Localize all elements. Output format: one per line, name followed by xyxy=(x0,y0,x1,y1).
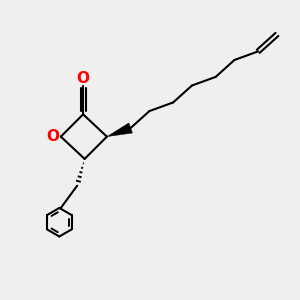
Text: O: O xyxy=(46,129,59,144)
Text: O: O xyxy=(76,71,90,86)
Polygon shape xyxy=(107,123,133,136)
